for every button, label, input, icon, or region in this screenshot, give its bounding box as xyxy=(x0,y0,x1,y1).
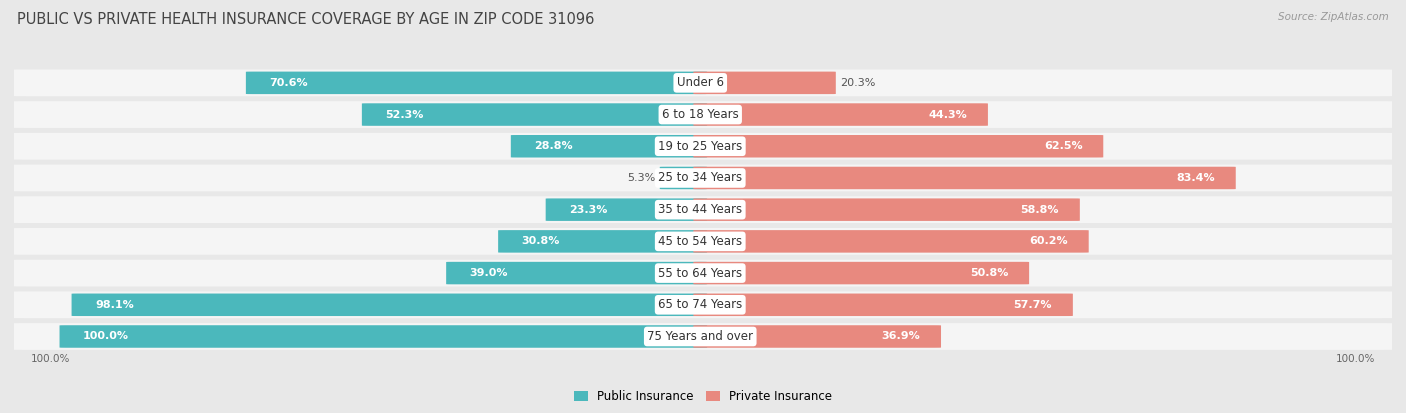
Text: 36.9%: 36.9% xyxy=(882,332,921,342)
Text: 100.0%: 100.0% xyxy=(1336,354,1375,364)
Text: 75 Years and over: 75 Years and over xyxy=(647,330,754,343)
Text: 35 to 44 Years: 35 to 44 Years xyxy=(658,203,742,216)
Text: 28.8%: 28.8% xyxy=(534,141,572,151)
Text: 52.3%: 52.3% xyxy=(385,109,423,119)
FancyBboxPatch shape xyxy=(8,323,1398,350)
FancyBboxPatch shape xyxy=(8,101,1398,128)
FancyBboxPatch shape xyxy=(361,103,707,126)
FancyBboxPatch shape xyxy=(510,135,707,157)
Text: 62.5%: 62.5% xyxy=(1045,141,1083,151)
Text: 39.0%: 39.0% xyxy=(470,268,508,278)
Text: 98.1%: 98.1% xyxy=(96,300,134,310)
FancyBboxPatch shape xyxy=(693,198,1080,221)
Text: 83.4%: 83.4% xyxy=(1177,173,1215,183)
FancyBboxPatch shape xyxy=(693,167,1236,189)
FancyBboxPatch shape xyxy=(693,103,988,126)
Legend: Public Insurance, Private Insurance: Public Insurance, Private Insurance xyxy=(569,385,837,408)
Text: 55 to 64 Years: 55 to 64 Years xyxy=(658,266,742,280)
FancyBboxPatch shape xyxy=(693,294,1073,316)
FancyBboxPatch shape xyxy=(8,228,1398,255)
Text: 60.2%: 60.2% xyxy=(1029,236,1069,247)
FancyBboxPatch shape xyxy=(546,198,707,221)
FancyBboxPatch shape xyxy=(693,262,1029,284)
Text: Source: ZipAtlas.com: Source: ZipAtlas.com xyxy=(1278,12,1389,22)
Text: 65 to 74 Years: 65 to 74 Years xyxy=(658,298,742,311)
FancyBboxPatch shape xyxy=(693,71,835,94)
FancyBboxPatch shape xyxy=(693,135,1104,157)
FancyBboxPatch shape xyxy=(446,262,707,284)
Text: 5.3%: 5.3% xyxy=(627,173,655,183)
Text: 20.3%: 20.3% xyxy=(839,78,876,88)
Text: 57.7%: 57.7% xyxy=(1014,300,1052,310)
Text: 70.6%: 70.6% xyxy=(270,78,308,88)
FancyBboxPatch shape xyxy=(8,260,1398,287)
Text: 19 to 25 Years: 19 to 25 Years xyxy=(658,140,742,153)
FancyBboxPatch shape xyxy=(246,71,707,94)
Text: Under 6: Under 6 xyxy=(676,76,724,89)
FancyBboxPatch shape xyxy=(59,325,707,348)
Text: 44.3%: 44.3% xyxy=(928,109,967,119)
Text: 45 to 54 Years: 45 to 54 Years xyxy=(658,235,742,248)
FancyBboxPatch shape xyxy=(693,325,941,348)
Text: PUBLIC VS PRIVATE HEALTH INSURANCE COVERAGE BY AGE IN ZIP CODE 31096: PUBLIC VS PRIVATE HEALTH INSURANCE COVER… xyxy=(17,12,595,27)
Text: 100.0%: 100.0% xyxy=(31,354,70,364)
FancyBboxPatch shape xyxy=(8,165,1398,191)
FancyBboxPatch shape xyxy=(8,133,1398,160)
Text: 23.3%: 23.3% xyxy=(569,205,607,215)
FancyBboxPatch shape xyxy=(8,196,1398,223)
FancyBboxPatch shape xyxy=(72,294,707,316)
Text: 30.8%: 30.8% xyxy=(522,236,560,247)
Text: 25 to 34 Years: 25 to 34 Years xyxy=(658,171,742,185)
FancyBboxPatch shape xyxy=(498,230,707,253)
FancyBboxPatch shape xyxy=(8,292,1398,318)
Text: 6 to 18 Years: 6 to 18 Years xyxy=(662,108,738,121)
FancyBboxPatch shape xyxy=(8,69,1398,96)
Text: 100.0%: 100.0% xyxy=(83,332,129,342)
Text: 58.8%: 58.8% xyxy=(1021,205,1059,215)
FancyBboxPatch shape xyxy=(693,230,1088,253)
Text: 50.8%: 50.8% xyxy=(970,268,1008,278)
FancyBboxPatch shape xyxy=(659,167,707,189)
